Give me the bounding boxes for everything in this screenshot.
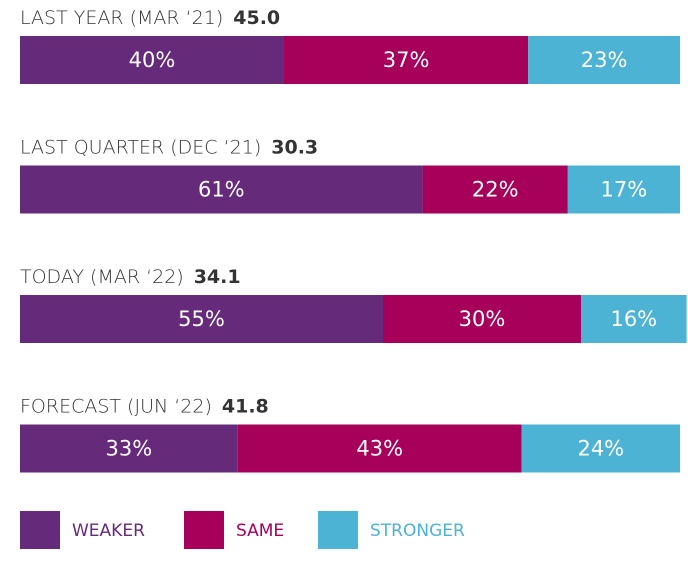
bar-segment — [20, 165, 423, 214]
score: 41.8 — [222, 395, 269, 417]
bar-segment — [521, 424, 680, 473]
legend-swatch — [20, 511, 60, 549]
bar-segment — [383, 295, 581, 343]
value-label: 23% — [581, 48, 628, 72]
category-label: LAST YEAR (MAR ‘21) 45.0 — [20, 7, 280, 29]
value-label: 33% — [106, 437, 153, 461]
value-label: 55% — [178, 307, 225, 331]
value-label: 43% — [356, 437, 403, 461]
category-label: TODAY (MAR ‘22) 34.1 — [20, 266, 241, 288]
score: 30.3 — [271, 136, 318, 158]
category-label: LAST QUARTER (DEC ‘21) 30.3 — [20, 136, 318, 158]
category-name: TODAY (MAR ‘22) — [20, 266, 184, 288]
value-label: 40% — [129, 48, 176, 72]
bar-segment — [20, 424, 238, 473]
category-name: LAST QUARTER (DEC ‘21) — [20, 136, 261, 158]
category-name: FORECAST (JUN ‘22) — [20, 395, 212, 417]
value-label: 22% — [472, 178, 519, 202]
score: 34.1 — [194, 266, 241, 288]
legend-swatch — [318, 511, 358, 549]
category-name: LAST YEAR (MAR ‘21) — [20, 7, 223, 29]
legend-label: WEAKER — [72, 521, 145, 541]
bar-segment — [237, 424, 522, 473]
bar-segment — [284, 36, 529, 84]
bar-segment — [422, 165, 568, 214]
value-label: 30% — [459, 307, 506, 331]
score: 45.0 — [233, 7, 280, 29]
legend-label: SAME — [236, 521, 284, 541]
bar-segment — [567, 165, 680, 214]
bar-segment — [581, 295, 687, 343]
value-label: 17% — [601, 178, 648, 202]
legend-swatch — [184, 511, 224, 549]
value-label: 61% — [198, 178, 245, 202]
value-label: 24% — [577, 437, 624, 461]
bar-segment — [528, 36, 680, 84]
value-label: 37% — [383, 48, 430, 72]
legend-label: STRONGER — [370, 521, 465, 541]
bar-segment — [20, 36, 284, 84]
bar-segment — [20, 295, 383, 343]
category-label: FORECAST (JUN ‘22) 41.8 — [20, 395, 269, 417]
value-label: 16% — [610, 307, 657, 331]
